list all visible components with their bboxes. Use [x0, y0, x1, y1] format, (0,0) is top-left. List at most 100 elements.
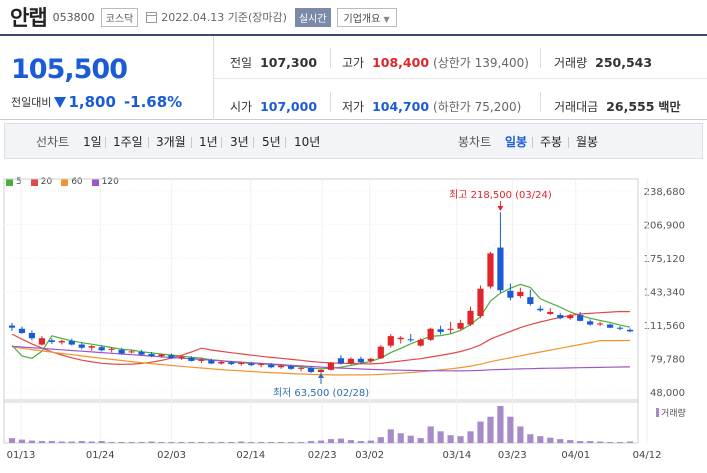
volume-bar [218, 442, 225, 443]
change-label: 전일대비 [11, 96, 52, 109]
stat-label: 전일 [230, 56, 253, 70]
period-1y[interactable]: 1년 [199, 135, 218, 149]
stat-value: 107,300 [260, 55, 318, 70]
volume-bar [616, 442, 624, 443]
period-1w[interactable]: 1주일 [113, 135, 143, 149]
period-5y[interactable]: 5년 [262, 135, 281, 149]
current-price: 105,500 [11, 54, 128, 85]
legend-swatch [30, 178, 38, 186]
legend-ma5: 5 [6, 177, 22, 187]
legend-swatch [91, 178, 99, 186]
period-1d[interactable]: 1일 [83, 135, 102, 149]
volume-bar [427, 426, 434, 443]
x-tick-label: 01/13 [7, 450, 36, 461]
candle-body [597, 323, 604, 325]
volume-bar [158, 442, 165, 443]
volume-bar [417, 438, 424, 443]
period-3y[interactable]: 3년 [230, 135, 249, 149]
candle-body [248, 363, 255, 366]
x-tick-label: 03/02 [355, 450, 384, 461]
stat-low: 저가 104,700 (하한가 75,200) [342, 98, 521, 115]
candle-body [148, 354, 155, 357]
volume-bar [138, 442, 145, 443]
volume-bar [487, 416, 494, 443]
y-tick-label: 175,120 [644, 254, 685, 265]
volume-bar [547, 437, 554, 443]
candle-body [28, 332, 36, 339]
volume-bar [437, 431, 444, 443]
x-tick-label: 02/14 [236, 450, 265, 461]
volume-bar [208, 442, 215, 443]
volume-bar [118, 442, 125, 443]
volume-bar [597, 441, 604, 443]
period-weekly[interactable]: 주봉 [540, 135, 563, 149]
candle-body [397, 337, 404, 340]
period-10y[interactable]: 10년 [294, 135, 321, 149]
candle-body [58, 340, 65, 343]
candle-body [367, 358, 374, 361]
legend-ma20: 20 [30, 177, 52, 187]
candle-body [258, 364, 265, 366]
legend-swatch [6, 178, 13, 186]
candle-body [138, 351, 145, 355]
volume-bar [38, 441, 45, 443]
stock-header: 안랩 053800 코스닥 2022.04.13 기준(장마감) 실시간 기업개… [0, 0, 707, 34]
candle-body [168, 355, 175, 359]
divider [568, 137, 569, 148]
volume-bar [268, 442, 275, 443]
line-chart-label: 선차트 [36, 135, 70, 149]
volume-bar [108, 442, 115, 443]
volume-bar [626, 441, 634, 443]
candle-body [288, 366, 295, 369]
volume-bar [28, 440, 36, 443]
candle-body [337, 358, 345, 364]
candle-body [208, 360, 215, 364]
candle-body [507, 290, 514, 298]
candle-body [577, 315, 584, 321]
stat-value: 107,000 [260, 99, 318, 114]
volume-bar [78, 441, 85, 443]
y-tick-label: 206,900 [644, 221, 685, 232]
stat-value: 108,400 [372, 55, 430, 70]
candle-body [567, 315, 574, 319]
stat-value: 26,555 [606, 99, 655, 114]
volume-bar [527, 434, 534, 443]
low-arrow-head [318, 373, 324, 378]
volume-bar [577, 441, 584, 443]
stock-code: 053800 [52, 10, 95, 24]
low-annotation: 최저 63,500 (02/28) [273, 387, 369, 399]
volume-bar [248, 442, 255, 443]
ma5-line [11, 283, 631, 370]
candle-body [218, 361, 225, 364]
volume-bar [397, 433, 404, 443]
period-3m[interactable]: 3개월 [156, 135, 186, 149]
candle-body [477, 288, 484, 317]
divider [191, 137, 192, 148]
volume-legend-swatch [656, 408, 659, 417]
candle-body [527, 297, 534, 304]
candle-body [626, 329, 634, 332]
realtime-button[interactable]: 실시간 [294, 7, 331, 27]
stat-open: 시가 107,000 [230, 98, 317, 115]
candle-body [327, 363, 335, 370]
volume-bar [168, 442, 175, 443]
volume-bar [377, 437, 384, 443]
volume-bar [297, 442, 305, 443]
volume-bar [88, 441, 95, 443]
volume-bar [537, 436, 544, 443]
volume-bar [557, 439, 564, 443]
period-daily[interactable]: 일봉 [505, 135, 528, 149]
y-tick-label: 48,000 [650, 388, 685, 399]
candle-body [377, 346, 384, 359]
x-tick-label: 03/23 [498, 450, 527, 461]
volume-bar [387, 429, 394, 443]
lower-limit: (하한가 75,200) [433, 100, 522, 114]
candle-body [178, 356, 185, 359]
candle-body [357, 358, 364, 363]
period-monthly[interactable]: 월봉 [576, 135, 599, 149]
company-overview-button[interactable]: 기업개요 ▼ [336, 7, 397, 27]
ma20-line [11, 310, 631, 366]
divider [148, 137, 149, 148]
candle-body [457, 322, 464, 329]
